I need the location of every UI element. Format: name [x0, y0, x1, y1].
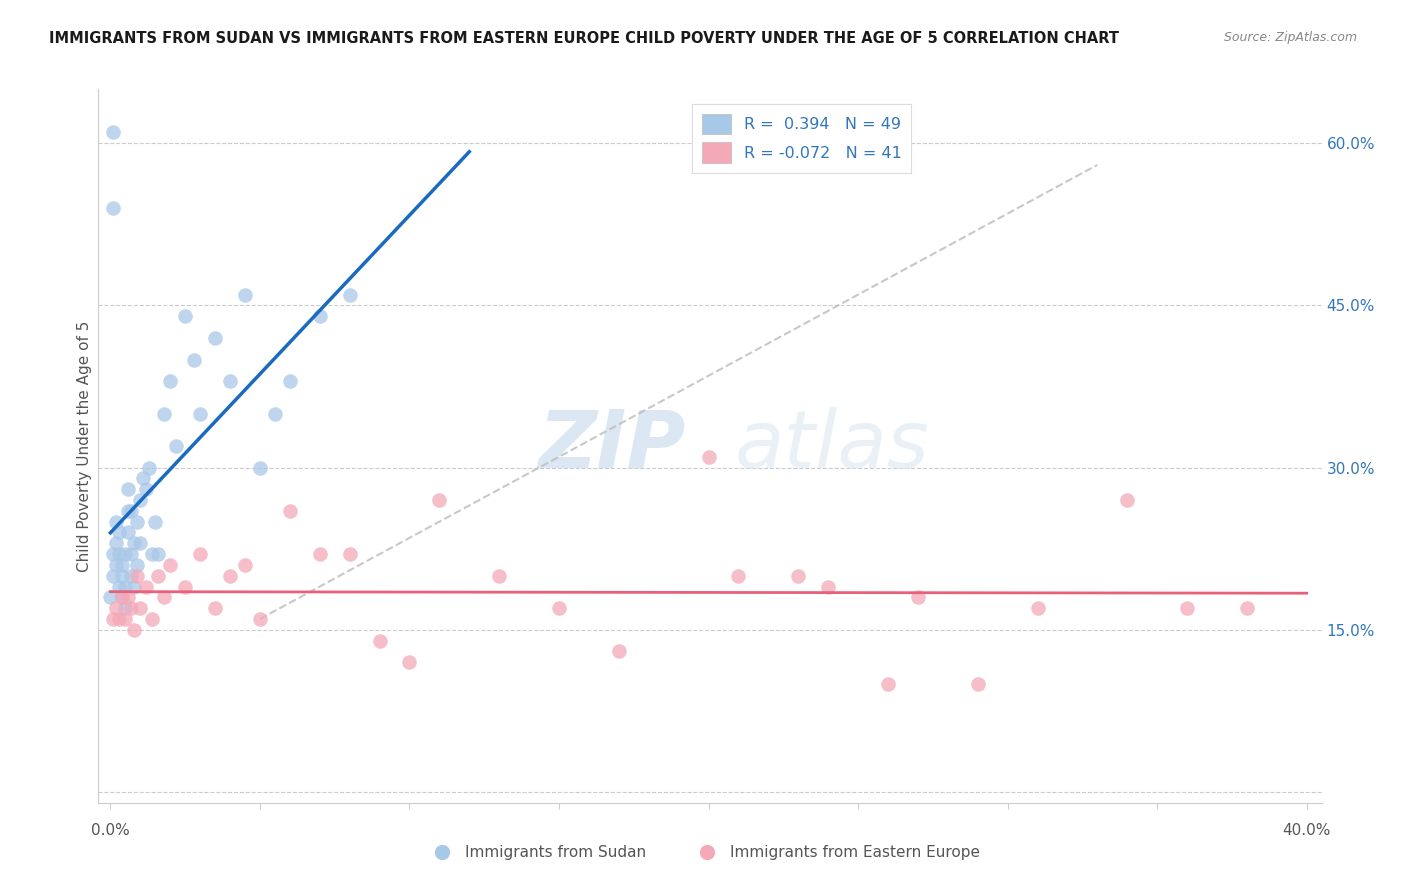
Point — [308, 547, 330, 561]
Point — [907, 591, 929, 605]
Point — [143, 515, 166, 529]
Point — [233, 558, 256, 572]
Point — [278, 374, 301, 388]
Point — [103, 125, 125, 139]
Point — [100, 591, 122, 605]
Point — [111, 591, 134, 605]
Point — [153, 407, 176, 421]
Point — [103, 201, 125, 215]
Text: IMMIGRANTS FROM SUDAN VS IMMIGRANTS FROM EASTERN EUROPE CHILD POVERTY UNDER THE : IMMIGRANTS FROM SUDAN VS IMMIGRANTS FROM… — [49, 31, 1119, 46]
Point — [339, 547, 361, 561]
Point — [148, 547, 170, 561]
Point — [188, 547, 211, 561]
Point — [114, 612, 136, 626]
Point — [129, 493, 152, 508]
Point — [159, 558, 181, 572]
Point — [120, 601, 142, 615]
Text: atlas: atlas — [735, 407, 929, 485]
Point — [219, 374, 242, 388]
Y-axis label: Child Poverty Under the Age of 5: Child Poverty Under the Age of 5 — [77, 320, 91, 572]
Point — [204, 601, 226, 615]
Point — [111, 591, 134, 605]
Point — [427, 493, 450, 508]
Point — [488, 568, 510, 582]
Point — [124, 623, 146, 637]
Point — [1175, 601, 1198, 615]
Point — [103, 612, 125, 626]
Point — [339, 287, 361, 301]
Legend: R =  0.394   N = 49, R = -0.072   N = 41: R = 0.394 N = 49, R = -0.072 N = 41 — [693, 104, 911, 172]
Point — [111, 558, 134, 572]
Point — [127, 568, 149, 582]
Point — [817, 580, 839, 594]
Point — [108, 525, 131, 540]
Point — [103, 568, 125, 582]
Point — [398, 655, 420, 669]
Point — [1026, 601, 1049, 615]
Point — [135, 482, 157, 496]
Point — [249, 460, 271, 475]
Point — [138, 460, 160, 475]
Point — [120, 547, 142, 561]
Point — [188, 407, 211, 421]
Point — [117, 482, 139, 496]
Point — [548, 601, 571, 615]
Point — [124, 536, 146, 550]
Point — [117, 525, 139, 540]
Point — [108, 580, 131, 594]
Text: Source: ZipAtlas.com: Source: ZipAtlas.com — [1223, 31, 1357, 45]
Point — [108, 547, 131, 561]
Point — [141, 612, 163, 626]
Point — [124, 580, 146, 594]
Point — [174, 310, 197, 324]
Point — [308, 310, 330, 324]
Text: ZIP: ZIP — [538, 407, 686, 485]
Point — [249, 612, 271, 626]
Point — [108, 612, 131, 626]
Point — [607, 644, 630, 658]
Point — [219, 568, 242, 582]
Point — [129, 601, 152, 615]
Point — [368, 633, 391, 648]
Legend: Immigrants from Sudan, Immigrants from Eastern Europe: Immigrants from Sudan, Immigrants from E… — [420, 839, 986, 866]
Point — [105, 515, 128, 529]
Point — [174, 580, 197, 594]
Point — [787, 568, 810, 582]
Point — [697, 450, 720, 464]
Point — [141, 547, 163, 561]
Point — [877, 677, 900, 691]
Point — [111, 568, 134, 582]
Point — [120, 568, 142, 582]
Text: 40.0%: 40.0% — [1282, 823, 1331, 838]
Point — [105, 558, 128, 572]
Point — [966, 677, 988, 691]
Point — [204, 331, 226, 345]
Point — [159, 374, 181, 388]
Point — [135, 580, 157, 594]
Point — [120, 504, 142, 518]
Point — [117, 591, 139, 605]
Point — [183, 352, 205, 367]
Point — [117, 504, 139, 518]
Point — [278, 504, 301, 518]
Point — [105, 536, 128, 550]
Point — [127, 515, 149, 529]
Point — [114, 580, 136, 594]
Point — [1116, 493, 1139, 508]
Point — [1236, 601, 1258, 615]
Point — [727, 568, 749, 582]
Point — [103, 547, 125, 561]
Point — [264, 407, 287, 421]
Point — [105, 601, 128, 615]
Point — [153, 591, 176, 605]
Point — [129, 536, 152, 550]
Point — [165, 439, 187, 453]
Point — [148, 568, 170, 582]
Point — [114, 547, 136, 561]
Point — [114, 601, 136, 615]
Text: 0.0%: 0.0% — [91, 823, 129, 838]
Point — [127, 558, 149, 572]
Point — [233, 287, 256, 301]
Point — [132, 471, 155, 485]
